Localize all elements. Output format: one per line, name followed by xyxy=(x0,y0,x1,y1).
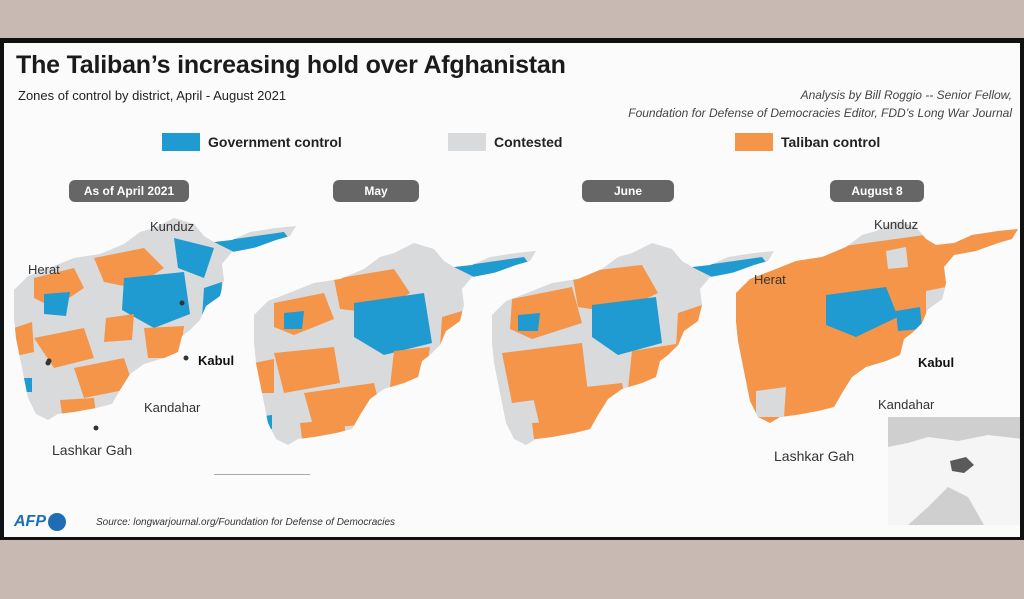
label-kabul-august: Kabul xyxy=(918,355,954,370)
district-zones xyxy=(14,232,290,414)
legend-swatch-taliban xyxy=(735,133,773,151)
label-kunduz-april: Kunduz xyxy=(150,219,194,234)
page-title: The Taliban’s increasing hold over Afgha… xyxy=(16,51,566,79)
legend-contested: Contested xyxy=(448,133,562,151)
locator-inset-map xyxy=(888,417,1020,525)
legend-swatch-contested xyxy=(448,133,486,151)
label-kandahar-april: Kandahar xyxy=(144,400,201,415)
page-subtitle: Zones of control by district, April - Au… xyxy=(18,88,287,103)
legend-taliban: Taliban control xyxy=(735,133,880,151)
legend-government: Government control xyxy=(162,133,342,151)
infographic-card: The Taliban’s increasing hold over Afgha… xyxy=(4,43,1020,537)
analysis-credit: Analysis by Bill Roggio -- Senior Fellow… xyxy=(572,86,1012,122)
panel-label-april: As of April 2021 xyxy=(69,180,189,202)
legend-label-taliban: Taliban control xyxy=(781,134,881,150)
label-herat-august: Herat xyxy=(754,272,786,287)
credit-line-1: Analysis by Bill Roggio -- Senior Fellow… xyxy=(800,88,1012,102)
source-note: Source: longwarjournal.org/Foundation fo… xyxy=(96,517,396,528)
legend-label-contested: Contested xyxy=(494,134,563,150)
label-lashkar-gah-april: Lashkar Gah xyxy=(52,442,132,458)
legend-swatch-government xyxy=(162,133,200,151)
divider-line xyxy=(214,474,310,475)
maps-layer: Kunduz Herat Kabul Kandahar Lashkar Gah xyxy=(14,217,1018,464)
panel-label-may: May xyxy=(333,180,419,202)
afghanistan-highlight xyxy=(950,457,974,473)
panel-label-june: June xyxy=(582,180,674,202)
label-herat-april: Herat xyxy=(28,262,60,277)
label-lashkar-gah-august: Lashkar Gah xyxy=(774,448,854,464)
label-kunduz-august: Kunduz xyxy=(874,217,918,232)
label-kandahar-august: Kandahar xyxy=(878,397,935,412)
label-kabul-april: Kabul xyxy=(198,353,234,368)
credit-line-2: Foundation for Defense of Democracies Ed… xyxy=(628,106,1012,120)
map-june xyxy=(492,243,774,445)
map-april xyxy=(14,218,296,431)
legend-label-government: Government control xyxy=(208,134,342,150)
afp-logo: AFP xyxy=(14,513,66,531)
panel-label-august: August 8 xyxy=(830,180,924,202)
